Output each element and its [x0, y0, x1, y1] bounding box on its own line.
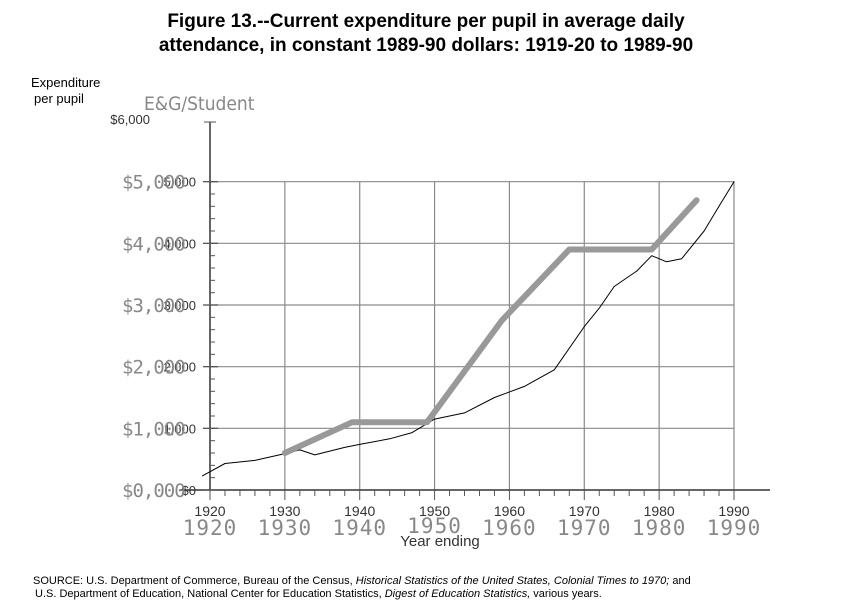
title-line-2: attendance, in constant 1989-90 dollars:… — [158, 35, 694, 56]
y-tick-label: $0 — [182, 483, 196, 498]
title-line-1: Figure 13.--Current expenditure per pupi… — [167, 11, 685, 32]
x-overlay-tick-label: 1960 — [482, 516, 537, 540]
y-axis-label-line-1: Expenditure — [31, 75, 101, 90]
x-overlay-tick-label: 1950 — [407, 514, 462, 538]
series-line-expenditure — [202, 181, 735, 477]
y-overlay-tick-label: $3,000 — [122, 295, 185, 317]
y-overlay-tick-label: $1,000 — [122, 418, 185, 440]
y-tick-label: 2,000 — [163, 360, 196, 375]
x-overlay-tick-label: 1940 — [332, 516, 387, 540]
source-suffix: various years. — [530, 588, 602, 600]
x-axis-label: Year ending — [400, 533, 480, 550]
y-tick-label: $6,000 — [110, 112, 150, 127]
y-overlay-tick-label: $5,000 — [122, 172, 185, 194]
x-tick-label: 1960 — [494, 503, 525, 519]
x-tick-label: 1970 — [569, 503, 600, 519]
x-overlay-tick-label: 1930 — [258, 516, 313, 540]
source-title-1: Historical Statistics of the United Stat… — [355, 575, 670, 587]
x-tick-label: 1930 — [269, 503, 300, 519]
x-tick-label: 1920 — [194, 503, 225, 519]
y-overlay-tick-label: $2,000 — [122, 357, 185, 379]
x-overlay-tick-label: 1990 — [707, 516, 762, 540]
series-line-eg-student — [281, 197, 700, 456]
x-overlay-tick-label: 1920 — [183, 516, 238, 540]
y-overlay-tick-label: $4,000 — [122, 233, 185, 255]
y-tick-label: 5,000 — [163, 175, 196, 190]
source-line2-prefix: U.S. Department of Education, National C… — [35, 588, 385, 600]
x-tick-label: 1950 — [419, 503, 450, 519]
y-overlay-tick-label: $0,000 — [122, 480, 185, 502]
chart-title: Figure 13.--Current expenditure per pupi… — [0, 10, 852, 58]
y-axis-label-line-2: per pupil — [34, 91, 84, 106]
x-tick-label: 1980 — [644, 503, 675, 519]
x-overlay-tick-label: 1980 — [632, 516, 687, 540]
overlay-label: E&G/Student — [144, 93, 255, 115]
y-tick-label: 3,000 — [163, 298, 196, 313]
source-prefix: SOURCE: U.S. Department of Commerce, Bur… — [33, 575, 356, 587]
y-tick-label: 4,000 — [163, 236, 196, 251]
source-note: SOURCE: U.S. Department of Commerce, Bur… — [33, 575, 691, 601]
y-tick-label: 1,000 — [163, 421, 196, 436]
x-overlay-tick-label: 1970 — [557, 516, 612, 540]
source-mid: and — [669, 575, 691, 587]
source-title-2: Digest of Education Statistics, — [384, 588, 531, 600]
x-tick-label: 1940 — [344, 503, 375, 519]
x-tick-label: 1990 — [718, 503, 749, 519]
